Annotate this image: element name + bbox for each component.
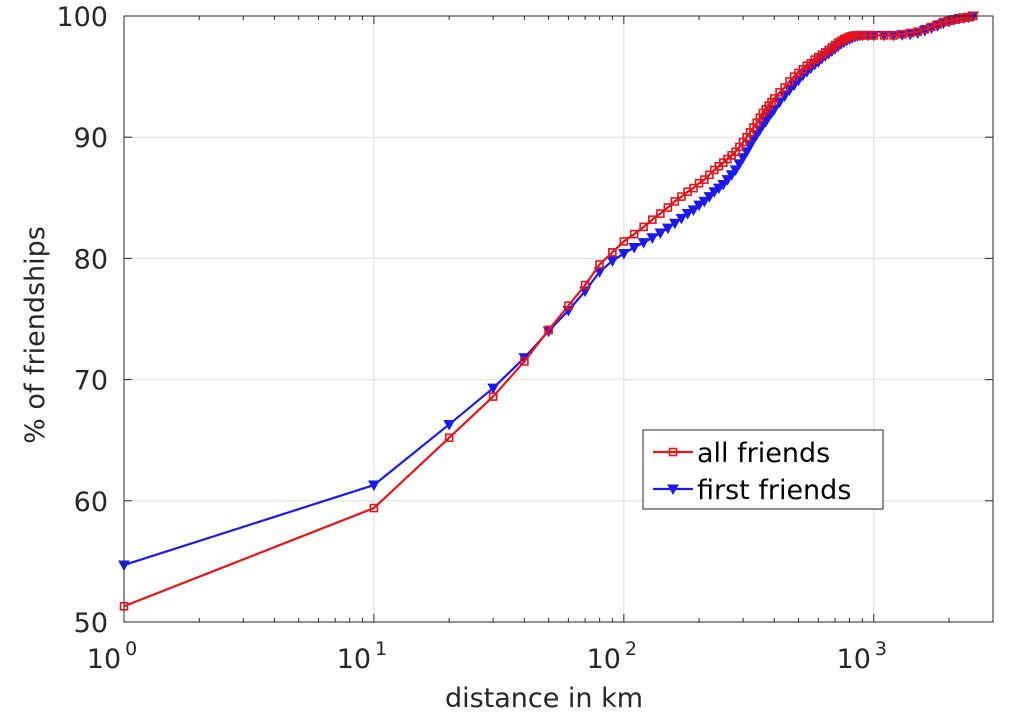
first-friends-point xyxy=(667,484,679,496)
all-friends-point xyxy=(656,209,665,218)
all-friends-point xyxy=(668,447,678,457)
legend-label-first-friends: first friends xyxy=(697,475,851,506)
first-friends-point xyxy=(703,192,716,203)
first-friends-point xyxy=(669,218,681,230)
all-friends-point xyxy=(785,77,794,86)
all-friends-point xyxy=(780,83,789,92)
all-friends-series xyxy=(119,11,978,611)
first-friends-point xyxy=(637,238,650,249)
first-friends-point xyxy=(733,159,746,170)
all-friends-point xyxy=(564,301,573,310)
x-tick-exponent: 2 xyxy=(625,638,637,660)
first-friends-point xyxy=(654,228,667,239)
x-tick-base: 10 xyxy=(837,644,871,675)
y-tick-label: 80 xyxy=(74,244,108,275)
all-friends-point xyxy=(869,31,879,40)
all-friends-point xyxy=(897,29,907,39)
all-friends-point xyxy=(648,215,657,224)
first-friends-point xyxy=(681,209,694,220)
all-friends-point xyxy=(520,357,529,366)
all-friends-point xyxy=(879,31,889,40)
y-tick-label: 60 xyxy=(74,487,108,518)
first-friends-point xyxy=(687,205,700,216)
all-friends-point xyxy=(889,31,898,40)
all-friends-point xyxy=(964,12,974,22)
first-friends-point xyxy=(675,213,688,225)
x-tick-label: 10 3 xyxy=(837,638,887,675)
all-friends-point xyxy=(629,229,639,239)
x-tick-label: 10 0 xyxy=(87,638,137,675)
all-friends-point xyxy=(619,237,629,246)
all-friends-line xyxy=(123,14,974,608)
all-friends-point xyxy=(933,20,942,29)
all-friends-point xyxy=(677,192,686,201)
x-tick-labels: 10 0 10 1 10 2 10 3 xyxy=(87,638,887,675)
all-friends-point xyxy=(700,175,709,184)
all-friends-point xyxy=(488,392,498,401)
y-tick-labels: 50 60 70 80 90 100 xyxy=(56,2,108,639)
first-friends-point xyxy=(661,223,674,235)
x-tick-base: 10 xyxy=(587,644,621,675)
first-friends-point xyxy=(729,165,742,176)
first-friends-point xyxy=(698,196,711,208)
series-layer xyxy=(118,11,980,611)
all-friends-point xyxy=(939,17,948,27)
all-friends-point xyxy=(689,183,698,193)
legend-label-all-friends: all friends xyxy=(697,438,830,469)
x-tick-exponent: 1 xyxy=(375,638,387,660)
x-axis-label: distance in km xyxy=(445,683,643,714)
first-friends-point xyxy=(737,153,749,164)
x-tick-label: 10 2 xyxy=(587,638,637,675)
all-friends-point xyxy=(595,260,604,269)
all-friends-point xyxy=(775,88,784,97)
all-friends-point xyxy=(369,503,379,513)
all-friends-point xyxy=(955,14,964,23)
first-friends-point xyxy=(443,419,456,431)
all-friends-point xyxy=(959,13,969,23)
all-friends-point xyxy=(858,31,867,40)
all-friends-point xyxy=(544,325,553,335)
all-friends-point xyxy=(444,433,454,443)
tick-marks xyxy=(123,15,994,623)
y-tick-label: 100 xyxy=(56,2,108,33)
first-friends-point xyxy=(617,249,630,260)
plot-frame xyxy=(123,15,994,623)
x-tick-base: 10 xyxy=(87,644,121,675)
x-tick-base: 10 xyxy=(337,644,371,675)
y-tick-label: 90 xyxy=(74,123,108,154)
first-friends-point xyxy=(717,179,730,191)
x-tick-exponent: 3 xyxy=(875,638,887,660)
legend-box xyxy=(642,429,884,510)
all-friends-point xyxy=(663,203,673,212)
all-friends-point xyxy=(608,248,617,257)
y-tick-label: 50 xyxy=(74,608,108,639)
all-friends-point xyxy=(580,280,590,290)
first-friends-point xyxy=(646,233,659,244)
legend: all friends first friends xyxy=(642,429,884,510)
all-friends-point xyxy=(863,31,873,40)
first-friends-point xyxy=(606,256,619,267)
first-friends-point xyxy=(368,480,380,492)
all-friends-point xyxy=(670,197,680,206)
all-friends-point xyxy=(770,94,779,103)
first-friends-point xyxy=(628,242,641,254)
first-friends-point xyxy=(487,383,500,395)
x-tick-label: 10 1 xyxy=(337,638,387,675)
first-friends-point xyxy=(693,200,705,212)
y-axis-label: % of friendships xyxy=(20,226,51,444)
x-tick-exponent: 0 xyxy=(125,638,137,660)
all-friends-point xyxy=(705,170,714,180)
y-tick-label: 70 xyxy=(74,366,108,397)
all-friends-point xyxy=(639,222,648,232)
